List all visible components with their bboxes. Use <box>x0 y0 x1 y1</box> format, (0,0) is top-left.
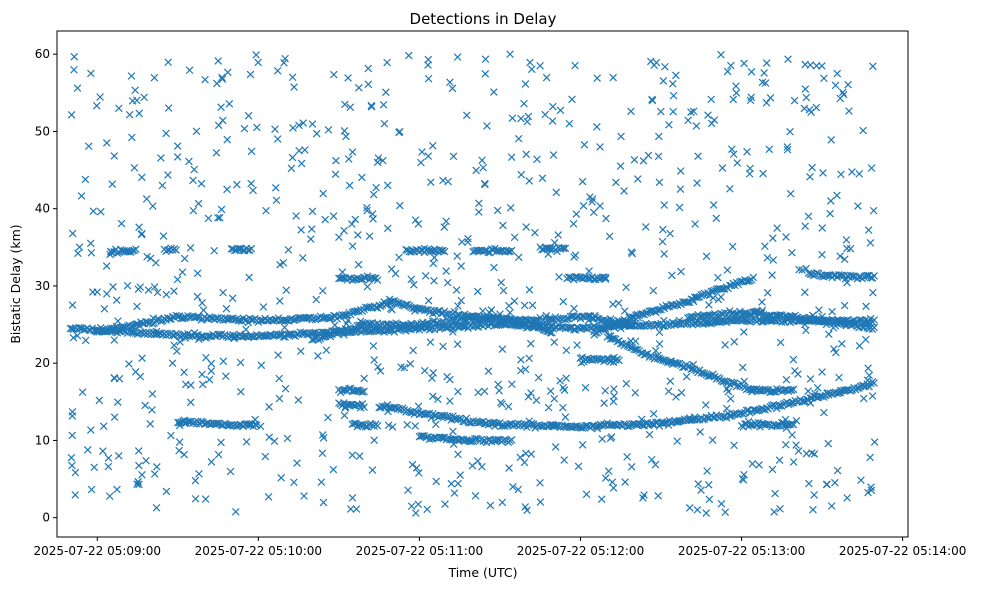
data-point <box>437 411 446 420</box>
data-point <box>470 435 479 443</box>
data-point <box>365 303 373 312</box>
data-point <box>546 328 555 337</box>
y-tick-label: 20 <box>35 356 50 370</box>
y-tick-label: 0 <box>42 511 50 525</box>
data-point <box>402 321 410 330</box>
data-point <box>850 320 858 328</box>
data-point <box>423 320 432 328</box>
data-point <box>692 293 701 302</box>
x-tick-label: 2025-07-22 05:13:00 <box>678 544 805 558</box>
data-point <box>481 315 489 323</box>
data-point <box>566 323 575 332</box>
x-tick-label: 2025-07-22 05:12:00 <box>517 544 644 558</box>
data-point <box>165 315 174 323</box>
data-point <box>712 311 721 320</box>
data-point <box>870 323 878 332</box>
data-point <box>507 436 516 444</box>
data-point <box>749 273 758 282</box>
y-tick-label: 60 <box>35 47 50 61</box>
data-point <box>682 298 691 307</box>
data-point <box>350 324 358 333</box>
x-tick-label: 2025-07-22 05:09:00 <box>34 544 161 558</box>
data-point <box>798 397 806 406</box>
data-point <box>465 437 474 445</box>
data-point <box>153 315 162 324</box>
data-point <box>742 277 751 285</box>
data-point <box>106 324 115 333</box>
data-point <box>704 372 712 380</box>
data-point <box>626 313 635 322</box>
x-axis-label: Time (UTC) <box>447 565 517 580</box>
data-point <box>870 379 878 387</box>
data-point <box>437 433 446 442</box>
data-point <box>434 307 442 315</box>
data-point <box>548 328 556 337</box>
data-point <box>870 316 878 324</box>
data-point <box>351 307 360 316</box>
data-point <box>774 402 783 410</box>
x-tick-label: 2025-07-22 05:10:00 <box>195 544 322 558</box>
data-point <box>417 432 425 440</box>
data-point <box>789 385 798 394</box>
data-point <box>569 325 578 334</box>
data-point <box>736 278 744 286</box>
y-tick-label: 40 <box>35 202 50 216</box>
x-tick-label: 2025-07-22 05:14:00 <box>839 544 966 558</box>
data-point <box>420 306 429 315</box>
data-point <box>467 437 476 446</box>
data-point <box>531 321 540 330</box>
data-point <box>742 406 751 415</box>
data-point <box>861 271 870 280</box>
data-point <box>870 272 878 280</box>
data-point <box>799 397 808 406</box>
data-point <box>714 312 722 320</box>
data-point <box>663 303 672 311</box>
data-point <box>731 310 739 319</box>
data-point <box>340 331 348 339</box>
data-point <box>256 316 264 325</box>
data-point <box>583 312 592 321</box>
data-point <box>459 316 467 325</box>
data-point <box>578 424 586 432</box>
data-point <box>214 330 222 339</box>
data-point <box>563 314 571 323</box>
x-tick-label: 2025-07-22 05:11:00 <box>356 544 483 558</box>
data-point <box>427 414 435 422</box>
y-tick-label: 50 <box>35 124 50 138</box>
y-axis-label: Bistatic Delay (km) <box>8 224 23 343</box>
data-point <box>863 271 872 280</box>
scatter-points <box>66 50 879 517</box>
data-point <box>204 332 212 341</box>
data-point <box>767 387 776 396</box>
data-point <box>717 285 726 294</box>
data-point <box>390 328 399 336</box>
data-point <box>340 311 348 320</box>
chart-title: Detections in Delay <box>410 10 557 28</box>
data-point <box>274 331 283 339</box>
y-tick-label: 10 <box>35 433 50 447</box>
data-point <box>746 310 754 319</box>
data-point <box>247 332 256 341</box>
y-tick-label: 30 <box>35 279 50 293</box>
data-point <box>836 271 845 280</box>
data-point <box>261 332 269 340</box>
data-point <box>762 386 771 394</box>
data-point <box>576 423 585 432</box>
data-point <box>754 406 763 415</box>
data-point <box>788 386 796 394</box>
data-point <box>452 317 461 326</box>
data-point <box>502 315 511 324</box>
